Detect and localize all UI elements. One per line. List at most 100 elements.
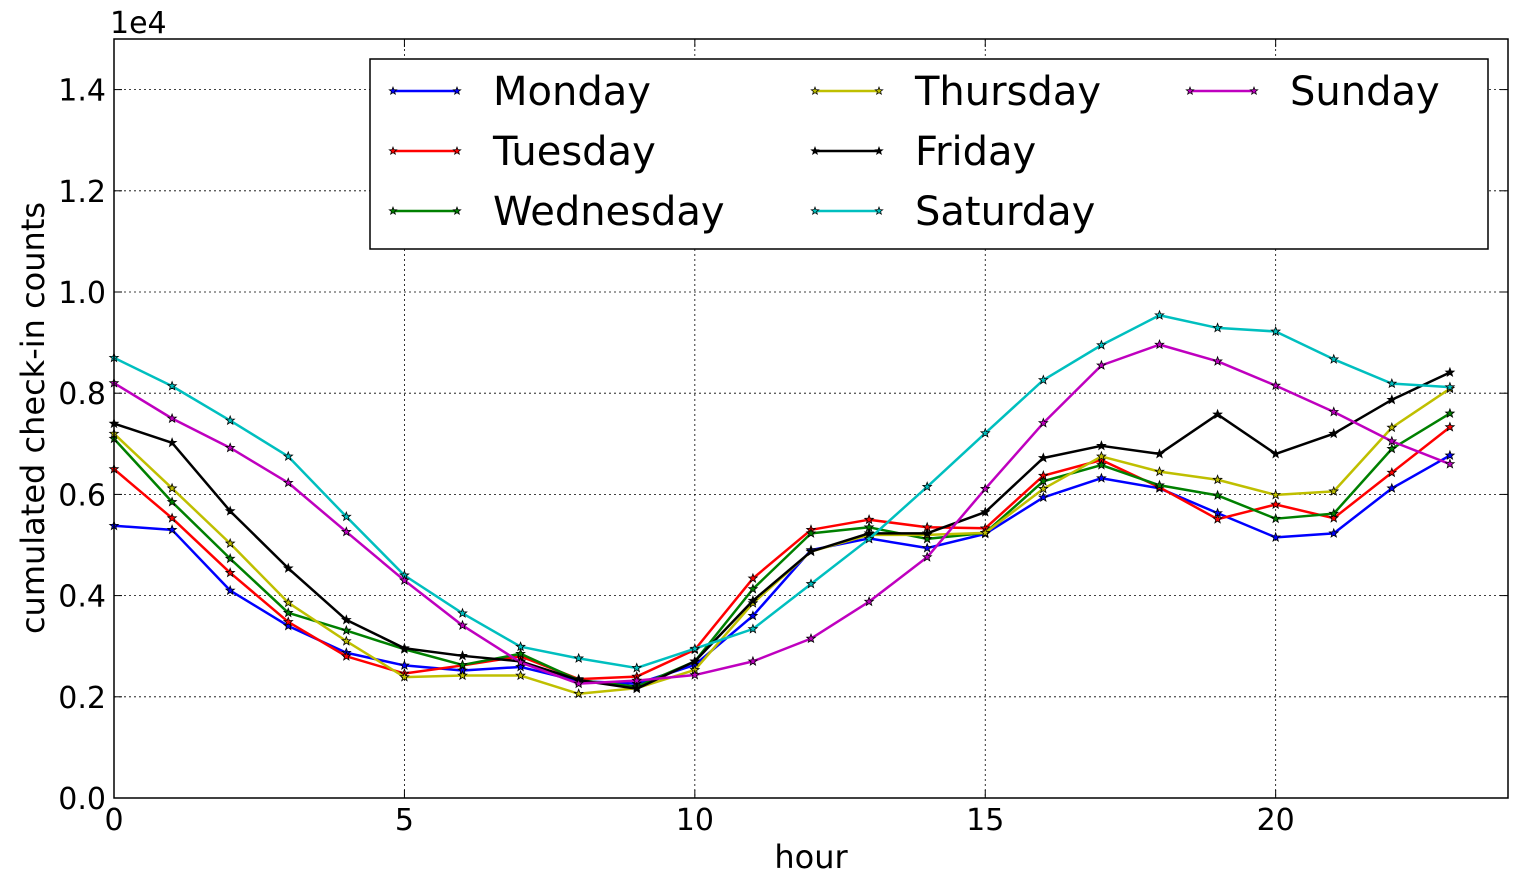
data-point [747, 623, 759, 634]
data-point [399, 642, 410, 653]
data-point [515, 641, 526, 652]
data-point [515, 669, 526, 681]
data-point [979, 506, 991, 517]
data-point [1212, 322, 1223, 333]
legend-marker [810, 146, 820, 156]
series-line-sunday [113, 343, 1451, 685]
legend-label: Friday [915, 129, 1036, 175]
data-point [457, 650, 468, 661]
x-tick-label: 10 [676, 803, 714, 838]
data-point [515, 648, 526, 659]
legend-label: Monday [493, 69, 651, 115]
data-point [747, 595, 759, 606]
data-point [224, 537, 236, 549]
data-point [1270, 513, 1282, 524]
data-point [631, 683, 643, 694]
data-point [166, 482, 178, 493]
data-point [1037, 417, 1049, 428]
data-point [340, 624, 352, 636]
data-point [1444, 421, 1456, 432]
x-tick-label: 5 [395, 803, 414, 838]
data-point [1154, 465, 1165, 477]
legend-marker [1249, 86, 1259, 96]
data-point [921, 527, 933, 538]
legend-marker [874, 86, 884, 96]
legend-item-thursday: Thursday [810, 69, 1101, 115]
data-point [1212, 513, 1223, 524]
data-point [805, 578, 817, 589]
data-point [805, 527, 817, 538]
data-point [1154, 448, 1165, 459]
data-point [1096, 440, 1107, 451]
legend: Monday Tuesday Wednesday Thursday Friday Satu… [369, 58, 1489, 250]
data-point [1154, 479, 1165, 490]
x-tick-label: 0 [104, 803, 123, 838]
data-point [1154, 338, 1165, 350]
data-point [1444, 366, 1456, 378]
legend-marker [452, 206, 462, 216]
data-point [573, 688, 585, 699]
data-point [282, 616, 294, 627]
legend-item-tuesday: Tuesday [388, 129, 656, 175]
y-tick-label: 0.4 [58, 580, 106, 615]
data-point [166, 512, 178, 523]
data-point [224, 414, 236, 426]
data-point [1328, 512, 1340, 523]
legend-marker [388, 146, 398, 156]
legend-box [369, 58, 1489, 250]
data-point [1212, 408, 1223, 420]
data-point [1386, 466, 1398, 478]
data-point [1037, 483, 1049, 494]
data-point [1212, 474, 1223, 485]
data-point [224, 505, 236, 516]
data-point [1270, 498, 1282, 510]
data-point [399, 671, 410, 682]
data-point [1386, 435, 1398, 446]
legend-marker [1185, 86, 1195, 96]
legend-marker [388, 86, 398, 96]
data-point [282, 450, 294, 462]
series-line-tuesday [113, 426, 1451, 681]
data-point [457, 619, 468, 631]
legend-marker [452, 146, 462, 156]
y-tick-label: 0.8 [58, 377, 106, 412]
data-point [224, 567, 236, 578]
data-point [224, 553, 236, 564]
series-wednesday [108, 407, 1456, 692]
data-point [340, 511, 352, 522]
data-point [282, 562, 294, 573]
data-point [747, 583, 759, 594]
y-tick-label: 0.6 [58, 478, 106, 513]
legend-label: Wednesday [493, 189, 725, 235]
data-point [689, 669, 701, 680]
data-point [224, 442, 236, 453]
x-tick-label: 15 [966, 803, 1004, 838]
legend-marker [810, 206, 820, 216]
data-point [1328, 527, 1340, 538]
series-line-wednesday [113, 412, 1451, 688]
data-point [166, 412, 178, 424]
series-friday [108, 366, 1456, 694]
data-point [399, 659, 410, 670]
data-point [921, 551, 933, 562]
y-tick-label: 0.2 [58, 681, 106, 716]
data-point [1037, 475, 1049, 486]
data-point [399, 574, 410, 585]
data-point [1386, 377, 1398, 389]
data-point [1270, 489, 1282, 500]
data-point [747, 610, 759, 621]
data-point [282, 477, 294, 488]
data-point [166, 380, 178, 391]
data-point [1328, 406, 1340, 417]
y-tick-label: 1.0 [58, 276, 106, 311]
data-point [1096, 359, 1107, 370]
data-point [340, 526, 352, 537]
data-point [1154, 309, 1165, 320]
data-point [340, 614, 352, 625]
data-point [1270, 531, 1282, 542]
data-point [166, 437, 178, 448]
legend-label: Tuesday [492, 129, 656, 175]
data-point [166, 524, 178, 535]
axis-ticks: 0 5 10 15 20 0.0 0.2 0.4 0.6 0.8 1.0 1.2 1.4 [58, 39, 1508, 838]
